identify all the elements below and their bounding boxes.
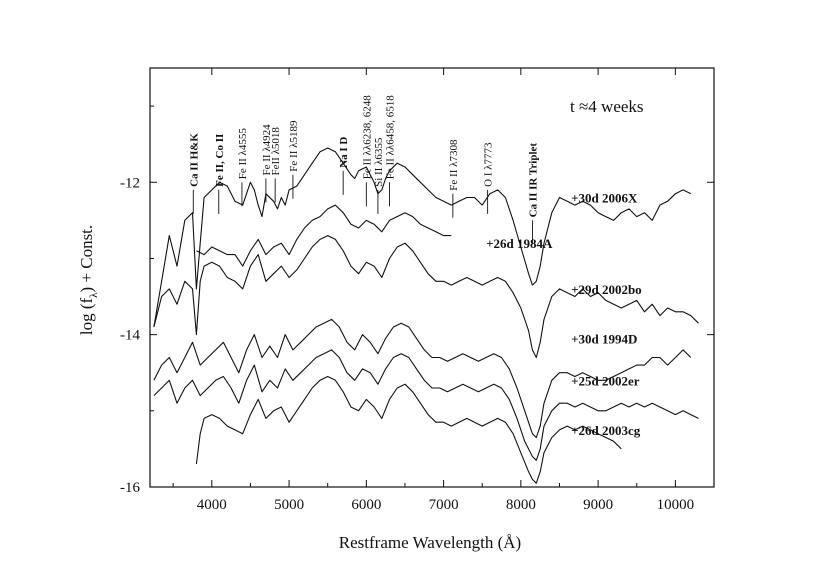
feature-label-o-i-7773: O I λ7773 <box>483 142 495 187</box>
feature-label-fe-ii-6238-6248: Fe II λλ6238, 6248 <box>361 95 373 179</box>
x-tick-label-10000: 10000 <box>657 497 695 513</box>
x-tick-label-4000: 4000 <box>197 497 227 513</box>
feature-label-fe-ii-4555: Fe II λ4555 <box>237 128 249 180</box>
feature-label-ca-ii-h-k: Ca II H&K <box>188 133 200 187</box>
series-label-29d-2002bo: +29d 2002bo <box>571 282 642 297</box>
series-label-25d-2002er: +25d 2002er <box>571 373 640 388</box>
y-tick-label--14: -14 <box>120 328 140 344</box>
y-axis-label-main: log (f <box>77 298 96 336</box>
x-tick-label-5000: 5000 <box>274 497 304 513</box>
feature-label-ca-ii-ir-triplet: Ca II IR Triplet <box>527 143 539 218</box>
series-line-30d-1994d <box>153 318 692 439</box>
feature-label-na-i-d: Na I D <box>338 137 350 168</box>
feature-label-fe-ii-co-ii: Fe II, Co II <box>214 134 226 187</box>
feature-labels: Ca II H&K Fe II, Co II Fe II λ4555 Fe II λ4… <box>188 95 539 245</box>
epoch-annotation: t ≈4 weeks <box>570 97 644 116</box>
y-axis-label-sub: λ <box>88 292 100 298</box>
spectra-layer <box>153 147 699 484</box>
feature-label-fe-ii-7308: Fe II λ7308 <box>448 139 460 191</box>
y-tick-label--16: -16 <box>120 480 140 496</box>
series-label-30d-2006x: +30d 2006X <box>571 191 638 206</box>
series-label-26d-2003cg: +26d 2003cg <box>571 423 641 438</box>
feature-label-fe-ii-4924: Fe II λ4924 <box>261 124 273 176</box>
y-tick-label--12: -12 <box>120 175 140 191</box>
x-tick-label-9000: 9000 <box>583 497 613 513</box>
x-tick-label-6000: 6000 <box>351 497 381 513</box>
series-label-30d-1994d: +30d 1994D <box>571 331 637 346</box>
series-line-26d-1984a <box>196 204 452 267</box>
series-label-26d-1984a: +26d 1984A <box>486 236 553 251</box>
feature-label-fe-ii-6458-6518: Fe II λλ6458, 6518 <box>385 95 397 179</box>
feature-label-si-ii-6355: Si II λ6355 <box>373 137 385 187</box>
series-line-29d-2002bo <box>153 235 699 359</box>
series-line-26d-2003cg <box>195 375 622 484</box>
x-axis-ticks: 4000 5000 6000 7000 8000 9000 10000 <box>172 68 715 513</box>
feature-label-fe-ii-5189: Fe II λ5189 <box>288 120 300 172</box>
series-line-25d-2002er <box>153 349 699 461</box>
plot-frame <box>149 67 715 488</box>
y-axis-label-tail: ) + Const. <box>77 225 96 293</box>
x-tick-label-8000: 8000 <box>506 497 536 513</box>
x-axis-label: Restframe Wavelength (Å) <box>339 533 521 552</box>
x-tick-label-7000: 7000 <box>429 497 459 513</box>
y-axis-label: log (fλ) + Const. <box>77 225 100 335</box>
series-line-30d-2006x <box>153 147 692 328</box>
y-axis-ticks: -12 -14 -16 <box>120 105 714 496</box>
series-labels: +30d 2006X +26d 1984A +29d 2002bo +30d 1994… <box>486 191 642 438</box>
feature-label-feii-5018: FeII λ5018 <box>270 127 282 176</box>
